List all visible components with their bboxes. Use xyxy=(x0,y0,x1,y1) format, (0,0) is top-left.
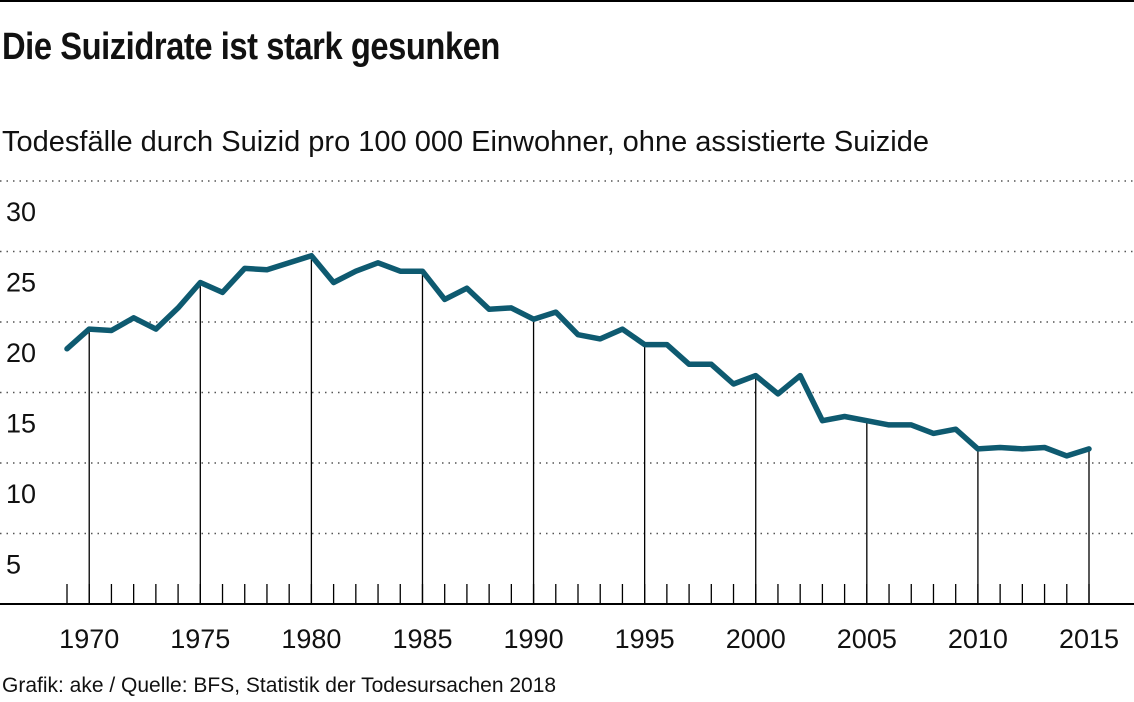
x-tick-label: 2000 xyxy=(726,624,786,654)
series-line-suizidrate xyxy=(64,252,1092,459)
x-axis xyxy=(0,584,1134,605)
x-tick-label: 1970 xyxy=(59,624,119,654)
x-tick-label: 2010 xyxy=(948,624,1008,654)
x-tick-label: 1985 xyxy=(392,624,452,654)
x-tick-label: 1980 xyxy=(281,624,341,654)
x-tick-label: 1995 xyxy=(615,624,675,654)
chart-subtitle: Todesfälle durch Suizid pro 100 000 Einw… xyxy=(2,126,929,158)
y-tick-label: 25 xyxy=(6,268,36,298)
x-tick-label: 2005 xyxy=(837,624,897,654)
x-tick-label: 1990 xyxy=(504,624,564,654)
y-tick-label: 5 xyxy=(6,550,21,580)
x-tick-label: 2015 xyxy=(1059,624,1119,654)
y-tick-label: 10 xyxy=(6,479,36,509)
x-axis-labels: 1970 1975 1980 1985 1990 1995 2000 2005 2010 2015 xyxy=(59,624,1119,654)
y-axis-labels: 5 10 15 20 25 30 xyxy=(6,197,36,580)
y-tick-label: 20 xyxy=(6,338,36,368)
y-tick-label: 30 xyxy=(6,197,36,227)
gridlines xyxy=(0,180,1134,535)
y-tick-label: 15 xyxy=(6,409,36,439)
x-tick-label: 1975 xyxy=(170,624,230,654)
source-note: Grafik: ake / Quelle: BFS, Statistik der… xyxy=(2,674,557,697)
chart-title: Die Suizidrate ist stark gesunken xyxy=(2,26,500,68)
year-drop-lines xyxy=(88,255,1090,604)
top-rule xyxy=(0,0,1134,2)
